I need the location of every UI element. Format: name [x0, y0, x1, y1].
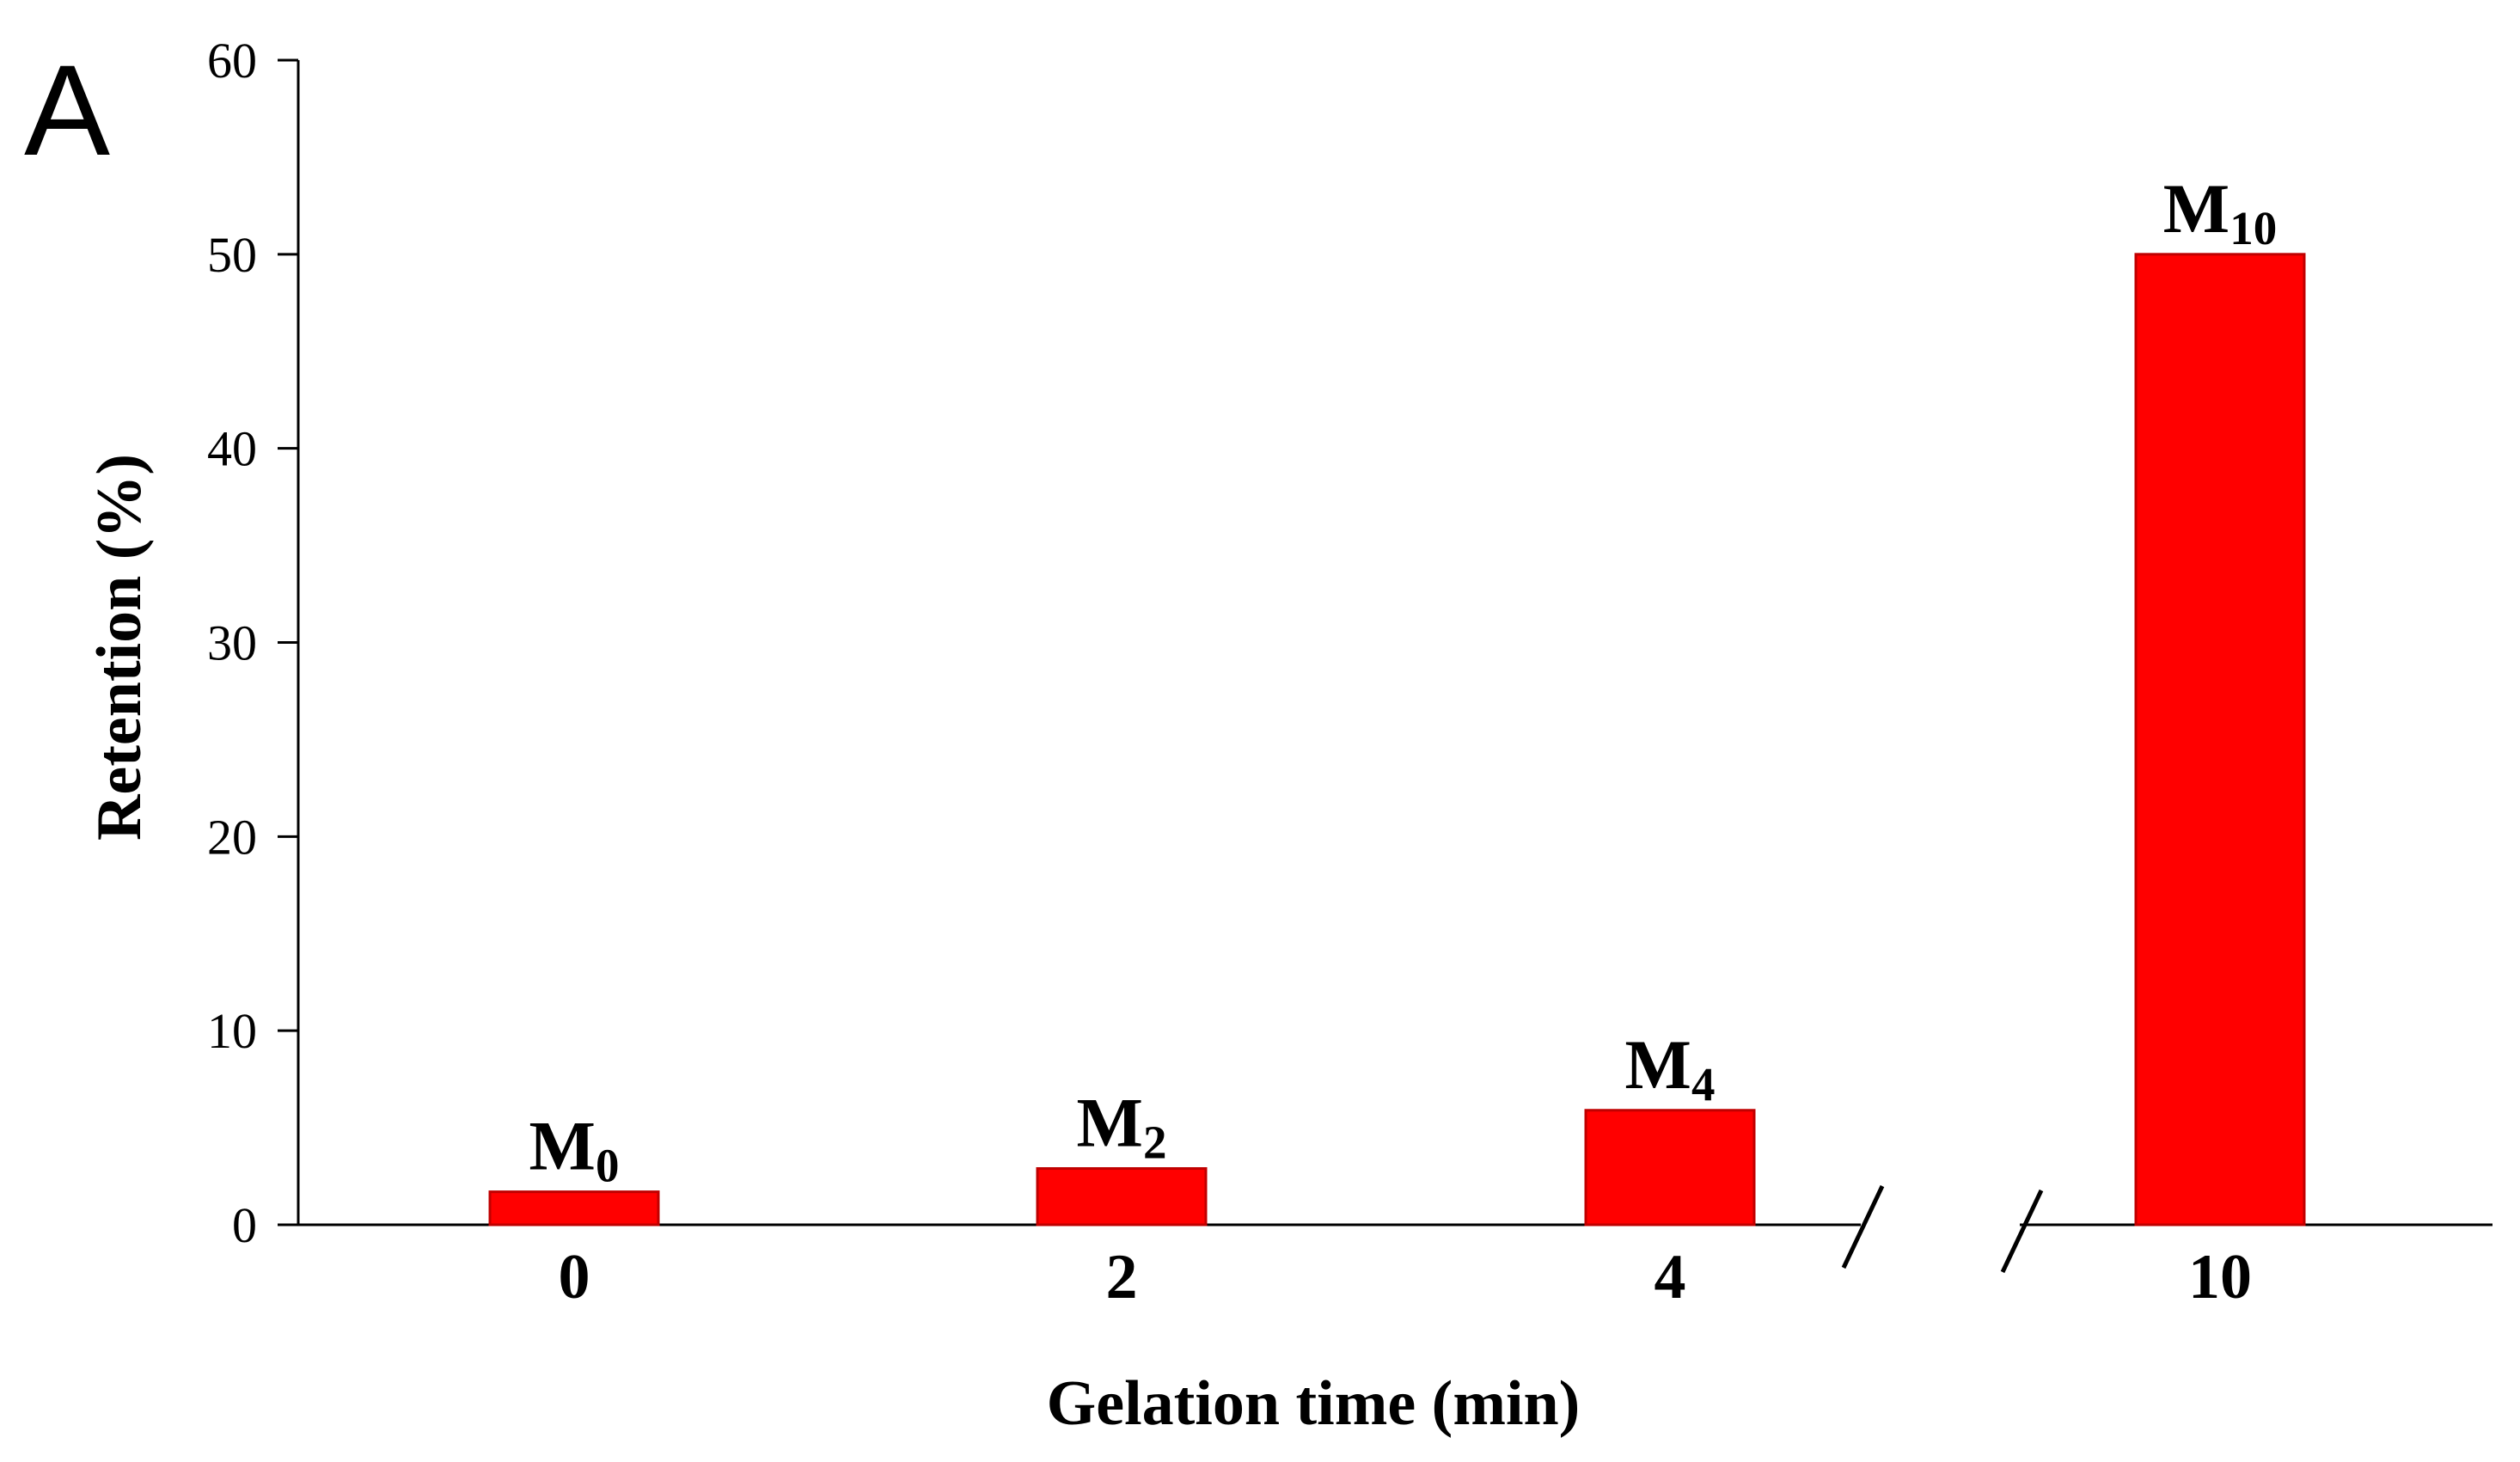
- bar-4: [1584, 1109, 1756, 1226]
- x-tick-label-2: 2: [1106, 1242, 1138, 1312]
- axis-gap: [1861, 1220, 2020, 1230]
- y-axis-title: Retention (%): [84, 454, 155, 841]
- break-mark-left: [1841, 1184, 1885, 1269]
- bar-label-0: M0: [529, 1107, 620, 1192]
- bar-label-10: M10: [2163, 169, 2277, 254]
- y-tick-label: 0: [232, 1197, 257, 1253]
- y-tick-label: 40: [207, 421, 257, 477]
- y-axis: 0 10 20 30 40 50 60: [207, 33, 300, 1253]
- y-tick-label: 30: [207, 615, 257, 671]
- bar-label-2: M2: [1077, 1084, 1167, 1169]
- x-tick-label-0: 0: [559, 1242, 590, 1312]
- x-tick-label-10: 10: [2188, 1242, 2252, 1312]
- bar-2: [1036, 1167, 1208, 1226]
- y-tick-label: 60: [207, 33, 257, 89]
- axis-break: [1841, 1184, 2044, 1274]
- y-tick-label: 20: [207, 809, 257, 865]
- x-tick-labels: 0 2 4 10: [559, 1242, 2253, 1312]
- break-mark-right: [2000, 1189, 2044, 1274]
- bars: [488, 253, 2306, 1226]
- y-tick-label: 10: [207, 1003, 257, 1059]
- panel-label: A: [24, 38, 110, 182]
- x-tick-label-4: 4: [1655, 1242, 1686, 1312]
- x-axis-title: Gelation time (min): [1047, 1368, 1581, 1439]
- bar-10: [2134, 253, 2306, 1226]
- bar-labels: M0 M2 M4 M10: [529, 169, 2278, 1192]
- y-tick-label: 50: [207, 227, 257, 283]
- bar-label-4: M4: [1625, 1025, 1716, 1110]
- bar-0: [488, 1190, 660, 1226]
